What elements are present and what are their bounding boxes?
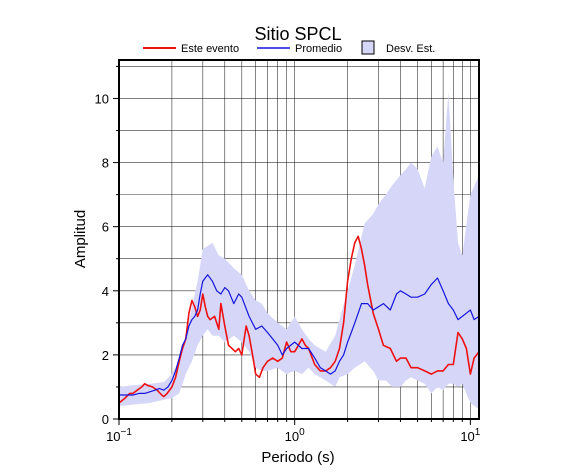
x-tick-label: 10−1 bbox=[106, 427, 132, 444]
x-tick-label: 101 bbox=[460, 427, 480, 444]
series-layer bbox=[118, 235, 480, 404]
std-band-area bbox=[119, 92, 479, 410]
legend-event-label: Este evento bbox=[181, 43, 239, 55]
legend-band-label: Desv. Est. bbox=[386, 43, 435, 55]
y-tick-label: 2 bbox=[102, 348, 109, 363]
chart-title: Sitio SPCL bbox=[254, 24, 341, 44]
y-axis-ticks: 0 2 4 6 8 10 bbox=[95, 65, 119, 427]
series-line-event bbox=[118, 235, 480, 404]
y-tick-label: 4 bbox=[102, 284, 109, 299]
y-tick-label: 6 bbox=[102, 220, 109, 235]
x-axis-label: Periodo (s) bbox=[261, 449, 334, 466]
legend-mean-label: Promedio bbox=[295, 43, 342, 55]
x-tick-label: 100 bbox=[285, 427, 305, 444]
y-tick-label: 10 bbox=[95, 91, 109, 106]
legend: Este evento Promedio Desv. Est. bbox=[143, 40, 435, 55]
legend-band-swatch bbox=[361, 40, 375, 55]
plot-frame bbox=[118, 59, 480, 420]
y-tick-label: 8 bbox=[102, 156, 109, 171]
plot-border bbox=[118, 59, 480, 420]
y-tick-label: 0 bbox=[102, 412, 109, 427]
x-axis-ticks: 10−1 100 101 bbox=[106, 419, 481, 444]
y-axis-label: Amplitud bbox=[72, 210, 89, 268]
std-band-layer bbox=[119, 92, 479, 410]
series-line-mean bbox=[119, 274, 480, 396]
